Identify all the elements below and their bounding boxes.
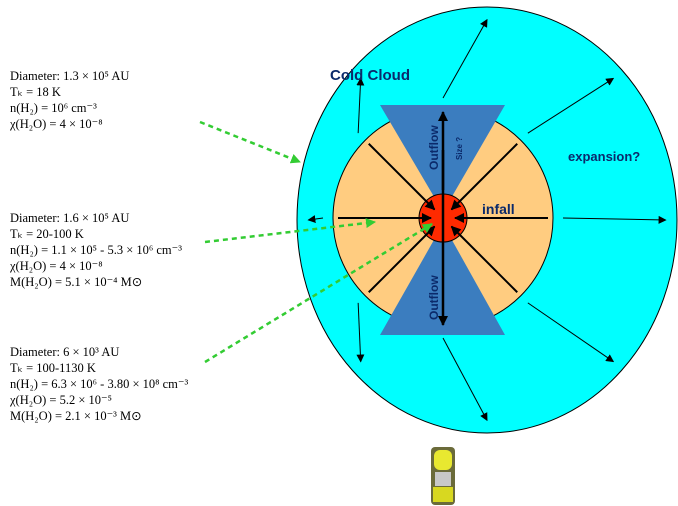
infall-arrow [368, 143, 436, 211]
infall-arrow [450, 225, 518, 293]
label: Size ? [455, 137, 464, 160]
property-line: n(H₂) = 6.3 × 10⁶ - 3.80 × 10⁸ cm⁻³ [10, 377, 188, 391]
expansion-arrow [442, 337, 488, 422]
property-line: χ(H₂O) = 4 × 10⁻⁸ [9, 117, 103, 131]
property-line: Diameter: 6 × 10³ AU [10, 345, 119, 359]
satellite-icon [431, 447, 455, 505]
pointer-arrow [199, 120, 301, 164]
pointer-arrow [204, 218, 376, 244]
expansion-arrow [527, 77, 615, 134]
expansion-arrow [562, 215, 667, 224]
property-line: χ(H₂O) = 5.2 × 10⁻⁵ [9, 393, 112, 407]
label: Outflow [427, 275, 441, 320]
label: Cold Cloud [330, 67, 410, 84]
property-line: Tₖ = 100-1130 K [10, 361, 96, 375]
infall-arrow [368, 225, 436, 293]
expansion-arrow [356, 77, 365, 134]
label: expansion? [568, 149, 640, 164]
property-line: Tₖ = 18 K [10, 85, 61, 99]
property-line: χ(H₂O) = 4 × 10⁻⁸ [9, 259, 103, 273]
property-line: M(H₂O) = 5.1 × 10⁻⁴ M⊙ [10, 275, 142, 289]
property-line: n(H₂) = 10⁶ cm⁻³ [10, 101, 97, 115]
infall-arrows [338, 143, 548, 293]
property-line: M(H₂O) = 2.1 × 10⁻³ M⊙ [10, 409, 142, 423]
property-line: Tₖ = 20-100 K [10, 227, 84, 241]
label: Outflow [427, 125, 441, 170]
expansion-arrow [307, 215, 324, 224]
label: infall [482, 201, 515, 217]
expansion-arrows [307, 18, 667, 422]
expansion-arrow [527, 302, 615, 363]
infall-arrow [450, 143, 518, 211]
property-line: Diameter: 1.3 × 10⁵ AU [10, 69, 129, 83]
property-line: Diameter: 1.6 × 10⁵ AU [10, 211, 129, 225]
expansion-arrow [442, 18, 488, 99]
property-line: n(H₂) = 1.1 × 10⁵ - 5.3 × 10⁶ cm⁻³ [10, 243, 182, 257]
expansion-arrow [356, 302, 365, 363]
